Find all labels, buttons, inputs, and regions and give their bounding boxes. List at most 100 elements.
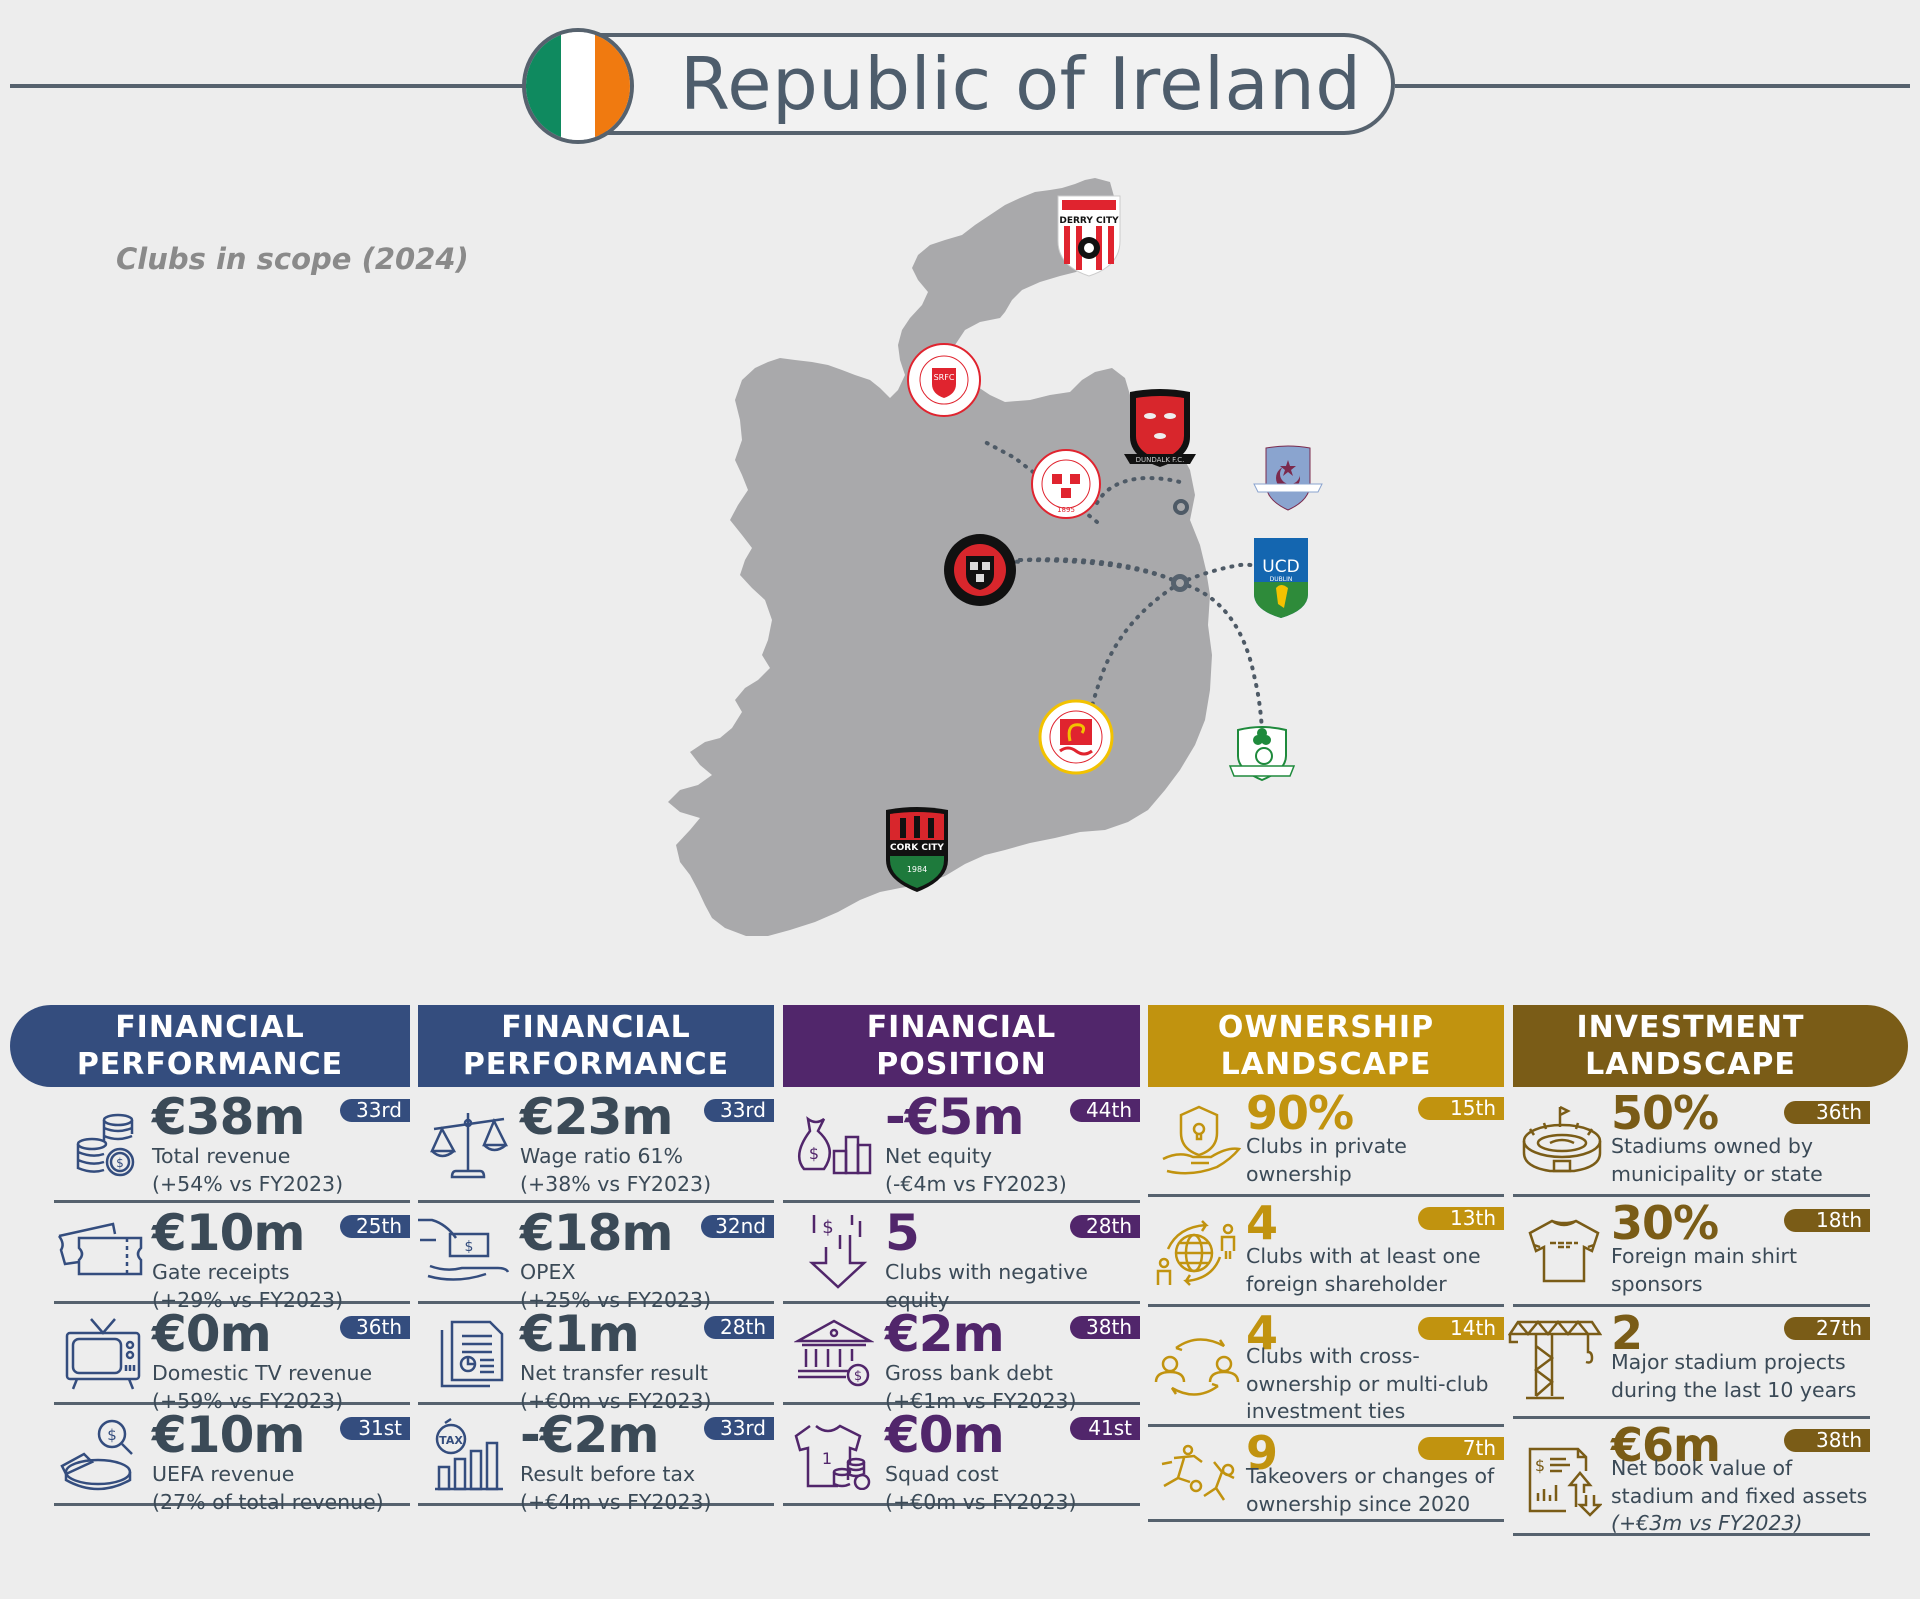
- stat-value: €23m: [520, 1088, 673, 1146]
- stat-value: 9: [1246, 1426, 1278, 1480]
- stat-description: Net book value of stadium and fixed asset…: [1611, 1456, 1868, 1535]
- svg-text:UCD: UCD: [1262, 557, 1299, 577]
- stadium-icon: [1517, 1101, 1607, 1181]
- stat-row: 30% 18th Foreign main shirt sponsors: [1513, 1197, 1870, 1307]
- rank-badge: 44th: [1070, 1099, 1140, 1122]
- stat-value: €6m: [1611, 1418, 1721, 1472]
- svg-text:SRFC: SRFC: [934, 373, 955, 382]
- column-financial-performance-1: FINANCIAL PERFORMANCE $ €38m 33rd Total …: [10, 1005, 410, 1514]
- svg-text:1984: 1984: [907, 865, 927, 874]
- stat-row: $ €18m 32nd OPEX (+25% vs FY2023): [418, 1203, 774, 1312]
- badge-bohemian: [944, 534, 1016, 606]
- stat-description: Gross bank debt (+€1m vs FY2023): [885, 1361, 1077, 1413]
- globe-people-icon: [1152, 1213, 1242, 1293]
- rank-badge: 28th: [704, 1316, 774, 1339]
- rank-badge: 25th: [340, 1215, 410, 1238]
- badge-st-patricks: [1038, 699, 1114, 775]
- rank-badge: 36th: [1784, 1101, 1870, 1124]
- stat-value: €0m: [885, 1406, 1005, 1464]
- column-financial-performance-2: FINANCIAL PERFORMANCE €23m 33rd Wage rati…: [418, 1005, 774, 1514]
- stat-description: Gate receipts (+29% vs FY2023): [152, 1260, 344, 1312]
- ireland-map: DERRY CITY SRFC DUNDALK F.C. 1895: [668, 178, 1323, 936]
- shirt-coins-icon: 1: [789, 1417, 879, 1497]
- stat-value: 4: [1246, 1196, 1278, 1250]
- title-pill: [560, 33, 1395, 135]
- badge-cork-city: CORK CITY 1984: [886, 807, 948, 892]
- drogheda-hub-marker: [1173, 499, 1189, 515]
- rank-badge: 31st: [340, 1417, 410, 1440]
- stat-value: €10m: [152, 1406, 305, 1464]
- stat-row: $ €2m 38th Gross bank debt (+€1m vs FY202…: [783, 1304, 1140, 1413]
- rank-badge: 41st: [1070, 1417, 1140, 1440]
- crane-icon: [1507, 1315, 1603, 1405]
- stat-description: Squad cost (+€0m vs FY2023): [885, 1462, 1077, 1514]
- rank-badge: 18th: [1784, 1209, 1870, 1232]
- stat-row: $ €10m 31st UEFA revenue (27% of total re…: [54, 1405, 410, 1514]
- column-investment-landscape: INVESTMENT LANDSCAPE 50% 36th Stadiums ow…: [1508, 1005, 1908, 1536]
- stat-description: Result before tax (+€4m vs FY2023): [520, 1462, 712, 1514]
- svg-text:DUBLIN: DUBLIN: [1270, 576, 1293, 583]
- stat-description: Takeovers or changes of ownership since 2…: [1246, 1464, 1495, 1516]
- badge-sligo-rovers: SRFC: [907, 343, 981, 417]
- stat-value: -€5m: [885, 1088, 1024, 1146]
- bank-icon: $: [789, 1314, 879, 1394]
- rank-badge: 38th: [1070, 1316, 1140, 1339]
- stat-row: 50% 36th Stadiums owned by municipality o…: [1513, 1087, 1870, 1197]
- stat-row: 9 7th Takeovers or changes of ownership s…: [1148, 1427, 1504, 1522]
- stat-value: €2m: [885, 1305, 1005, 1363]
- scales-icon: [424, 1105, 514, 1185]
- stat-value: -€2m: [520, 1406, 659, 1464]
- stat-value: 90%: [1246, 1086, 1354, 1140]
- svg-text:DERRY CITY: DERRY CITY: [1059, 216, 1119, 226]
- stat-value: €10m: [152, 1204, 305, 1262]
- stat-row: $ 5 28th Clubs with negative equity: [783, 1203, 1140, 1312]
- rank-badge: 14th: [1418, 1317, 1504, 1340]
- money-bag-chart-icon: $: [789, 1107, 879, 1187]
- tv-icon: [58, 1314, 148, 1394]
- stat-row: €0m 36th Domestic TV revenue (+59% vs FY2…: [54, 1304, 410, 1413]
- stat-description: Stadiums owned by municipality or state: [1611, 1134, 1823, 1186]
- document-icon: [428, 1314, 518, 1394]
- svg-text:$: $: [809, 1144, 819, 1163]
- stat-description: Clubs with at least one foreign sharehold…: [1246, 1244, 1481, 1296]
- rank-badge: 33rd: [340, 1099, 410, 1122]
- column-header: FINANCIAL POSITION: [783, 1005, 1140, 1087]
- badge-shelbourne: 1895: [1031, 449, 1101, 519]
- stat-row: €23m 33rd Wage ratio 61% (+38% vs FY2023): [418, 1087, 774, 1203]
- svg-text:CORK CITY: CORK CITY: [890, 843, 944, 853]
- stat-value: €38m: [152, 1088, 305, 1146]
- shirt-icon: [1519, 1211, 1609, 1291]
- coins-icon: $: [64, 1107, 154, 1187]
- badge-derry-city: DERRY CITY: [1057, 195, 1121, 277]
- stat-value: €18m: [520, 1204, 673, 1262]
- svg-text:$: $: [1535, 1456, 1545, 1475]
- stat-row: 4 14th Clubs with cross-ownership or mul…: [1148, 1307, 1504, 1427]
- tax-chart-icon: TAX: [424, 1415, 514, 1495]
- rank-badge: 38th: [1784, 1429, 1870, 1452]
- stat-row: 4 13th Clubs with at least one foreign sh…: [1148, 1197, 1504, 1307]
- rank-badge: 28th: [1070, 1215, 1140, 1238]
- badge-dundalk: DUNDALK F.C.: [1124, 389, 1196, 467]
- stat-description: Wage ratio 61% (+38% vs FY2023): [520, 1144, 712, 1196]
- svg-text:$: $: [116, 1156, 124, 1170]
- svg-text:DUNDALK F.C.: DUNDALK F.C.: [1136, 456, 1185, 464]
- asset-report-icon: $: [1519, 1441, 1609, 1521]
- column-header: FINANCIAL PERFORMANCE: [418, 1005, 774, 1087]
- hand-money-icon: $: [414, 1211, 514, 1291]
- stat-description: Net transfer result (+€0m vs FY2023): [520, 1361, 712, 1413]
- shield-hand-icon: [1156, 1101, 1246, 1181]
- down-arrow-dollar-icon: $: [793, 1211, 883, 1291]
- people-exchange-icon: [1152, 1327, 1242, 1407]
- stat-description: OPEX (+25% vs FY2023): [520, 1260, 712, 1312]
- badge-drogheda-united: [1253, 445, 1323, 511]
- stat-row: $ €38m 33rd Total revenue (+54% vs FY2023…: [54, 1087, 410, 1203]
- column-header: FINANCIAL PERFORMANCE: [10, 1005, 410, 1087]
- stat-row: 90% 15th Clubs in private ownership: [1148, 1087, 1504, 1197]
- uefa-pie-icon: $: [54, 1415, 144, 1495]
- stat-description: Domestic TV revenue (+59% vs FY2023): [152, 1361, 373, 1413]
- stat-description: UEFA revenue (27% of total revenue): [152, 1462, 384, 1514]
- rank-badge: 32nd: [701, 1215, 774, 1238]
- header-rule-right: [1395, 84, 1910, 88]
- stat-value: €1m: [520, 1305, 640, 1363]
- stat-description: Major stadium projects during the last 10…: [1611, 1350, 1857, 1402]
